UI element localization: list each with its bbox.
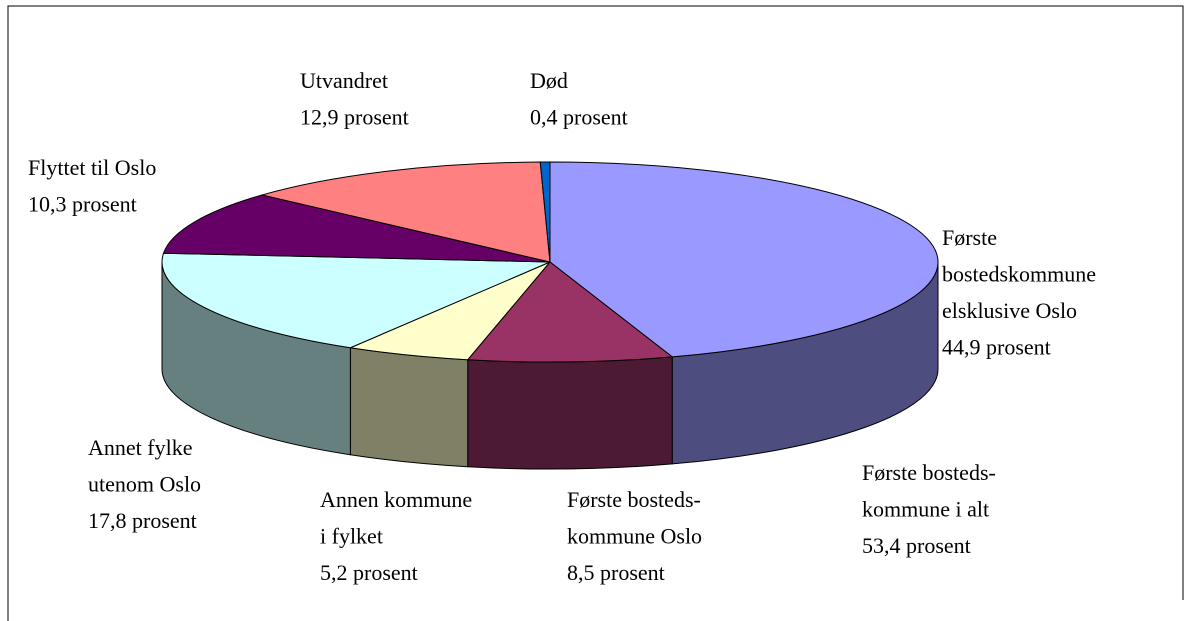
value-label: 44,9 prosent xyxy=(942,335,1051,360)
value-label: 5,2 prosent xyxy=(320,560,418,585)
slice xyxy=(161,252,551,349)
slice xyxy=(260,161,551,263)
slice xyxy=(549,161,939,358)
value-label: 10,3 prosent xyxy=(28,192,137,217)
frame xyxy=(7,5,1184,621)
slice xyxy=(539,161,551,263)
slice-side xyxy=(349,347,469,468)
slice-label: Første bosteds-kommune Oslo xyxy=(567,487,702,549)
value-label: 12,9 prosent xyxy=(300,105,409,130)
annotation-value: 53,4 prosent xyxy=(862,533,971,558)
value-label: 8,5 prosent xyxy=(567,560,665,585)
slice-label: Annen kommune i fylket xyxy=(320,487,472,549)
value-label: 17,8 prosent xyxy=(88,508,197,533)
slice-label: Utvandret xyxy=(300,68,388,93)
annotation: Første bosteds-kommune i alt xyxy=(862,460,996,522)
slice-side xyxy=(467,356,673,470)
slice-label: Død xyxy=(530,68,568,93)
slice-label: Flyttet til Oslo xyxy=(28,155,156,180)
slice xyxy=(162,194,551,263)
slice-label: Annet fylke utenom Oslo xyxy=(88,435,201,497)
slice xyxy=(466,261,674,363)
value-label: 0,4 prosent xyxy=(530,105,628,130)
slice-label: Første bostedskommune elsklusive Oslo xyxy=(942,225,1096,323)
